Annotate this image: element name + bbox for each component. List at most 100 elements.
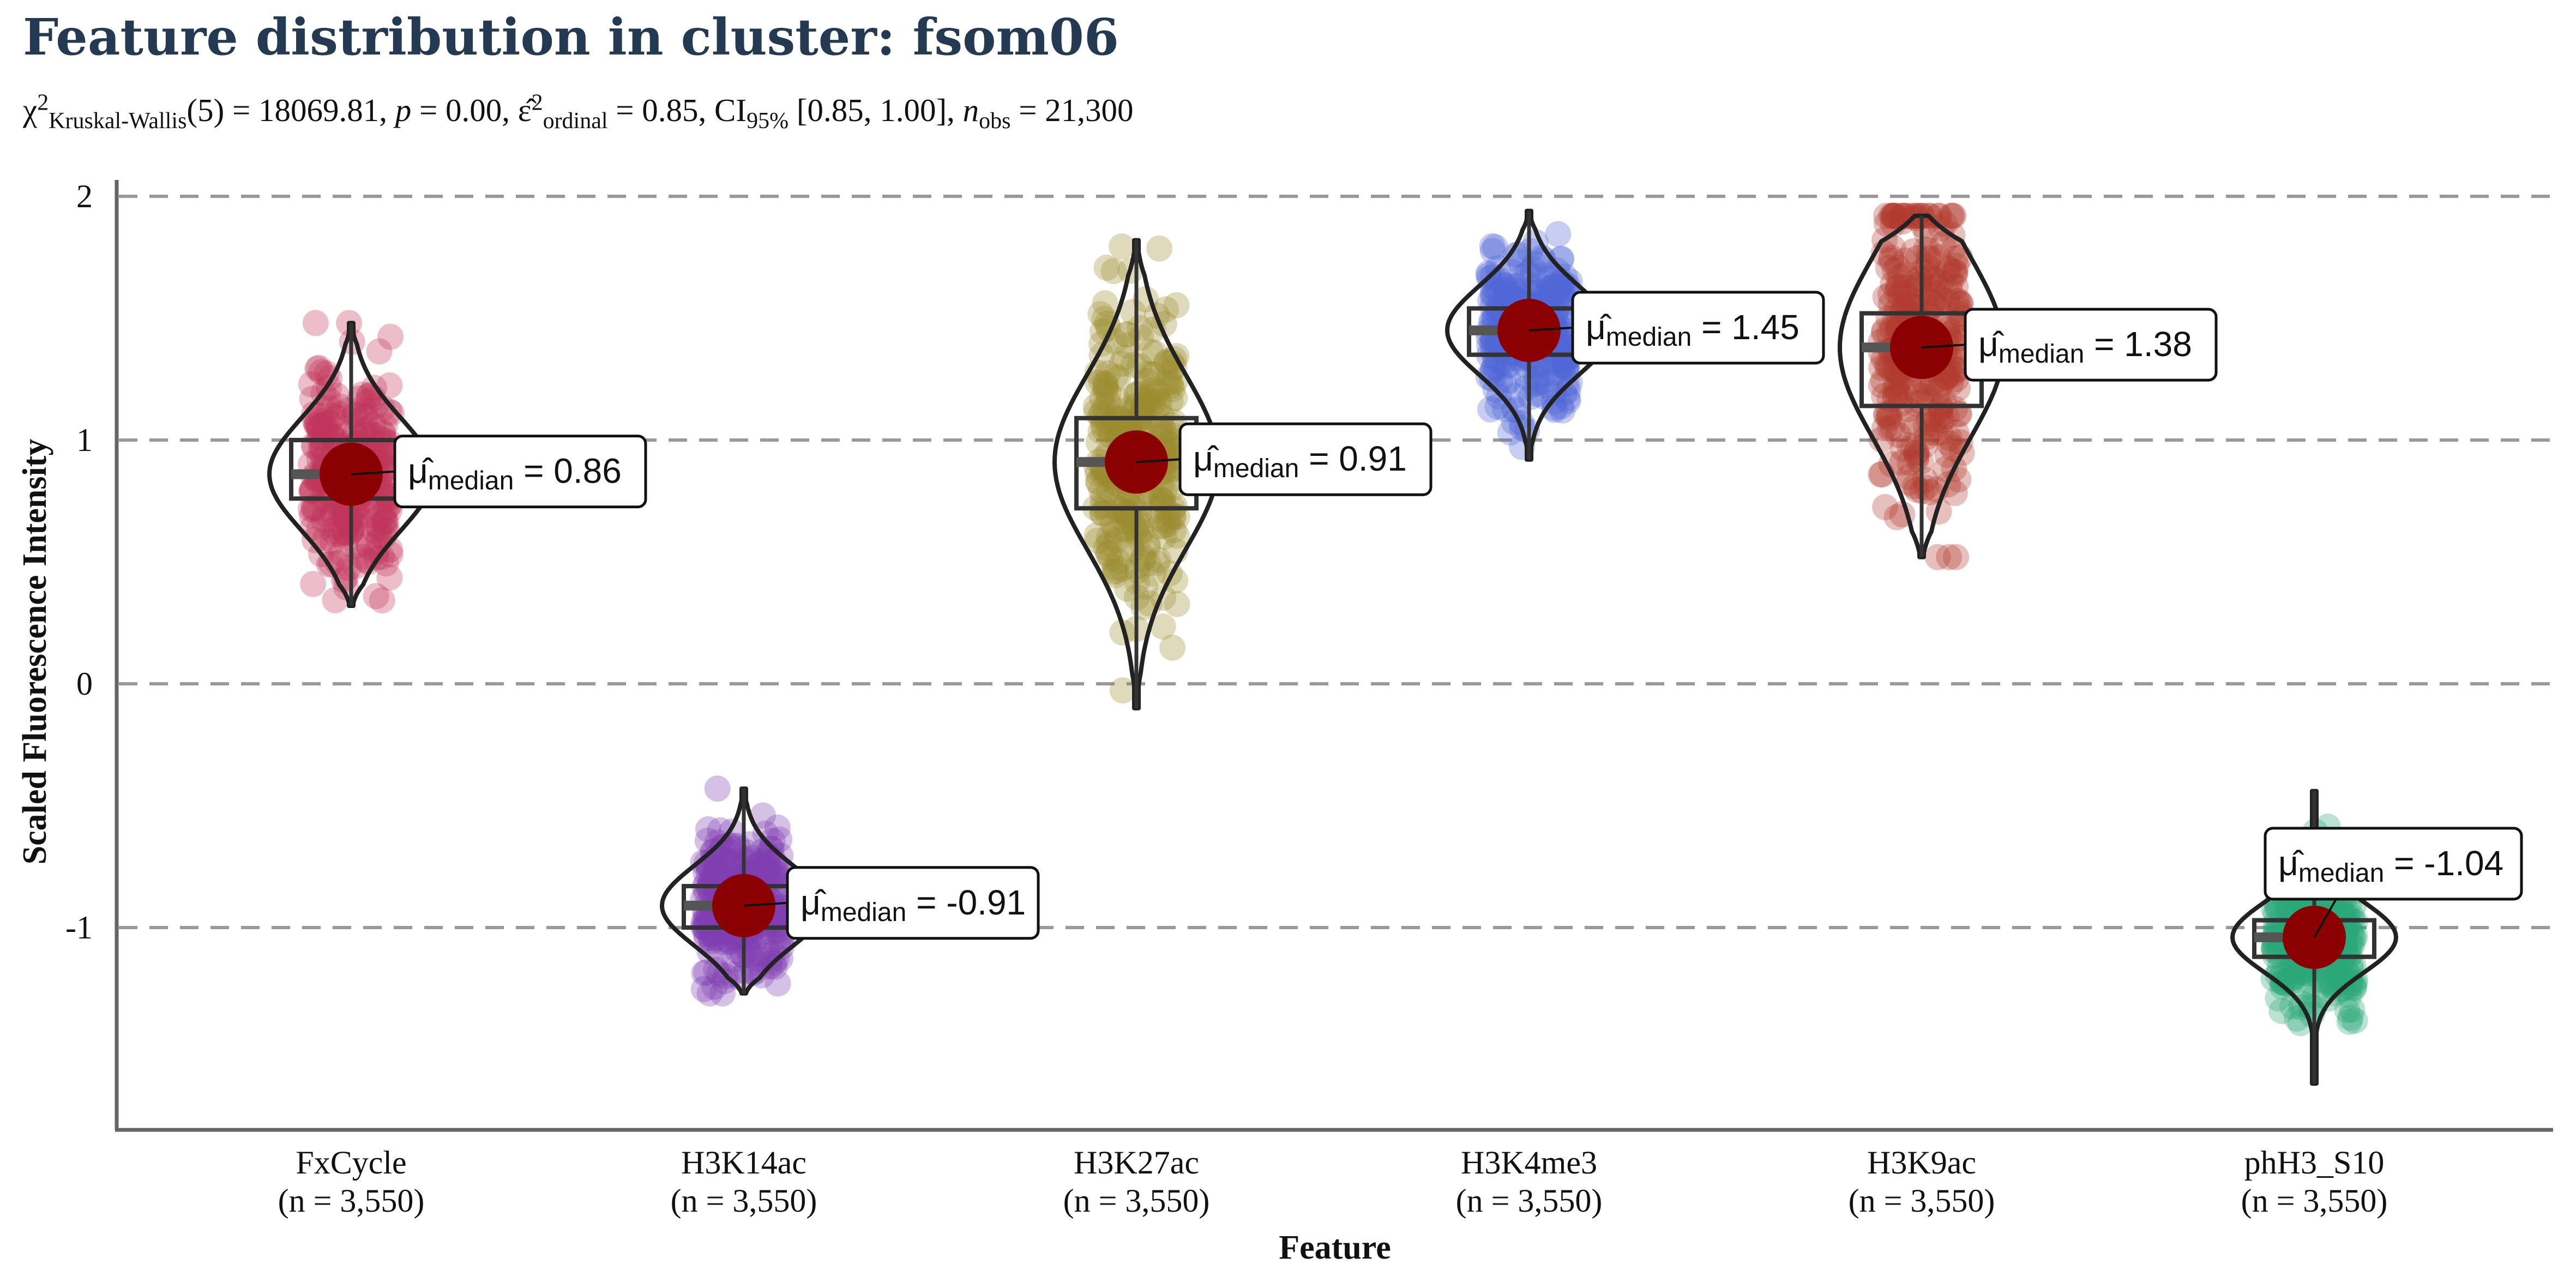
data-point — [376, 398, 402, 425]
data-point — [1881, 202, 1907, 229]
data-point — [1495, 352, 1522, 379]
data-point — [306, 515, 333, 542]
data-point — [1144, 497, 1171, 524]
data-point — [328, 540, 354, 567]
data-point — [765, 861, 791, 888]
data-point — [1479, 365, 1506, 392]
data-point — [1161, 353, 1188, 380]
data-point — [2339, 904, 2366, 931]
data-point — [1096, 524, 1122, 551]
data-point — [1105, 365, 1131, 392]
data-point — [1940, 202, 1967, 229]
data-point — [320, 499, 347, 526]
data-point — [1549, 397, 1576, 424]
data-point — [2325, 960, 2351, 987]
data-point — [1093, 492, 1120, 519]
data-point — [351, 509, 378, 536]
data-point — [733, 958, 760, 985]
data-point — [757, 947, 784, 973]
data-point — [718, 961, 744, 988]
data-point — [1476, 333, 1503, 359]
series: μ̂median = 0.86 μ̂median = -0.91 μ̂median … — [267, 202, 2523, 1086]
chart-subtitle: χ2Kruskal-Wallis(5) = 18069.81, p = 0.00… — [23, 91, 1134, 132]
data-point — [1121, 511, 1147, 538]
data-point — [1082, 393, 1109, 420]
data-point — [1153, 296, 1179, 323]
median-label: μ̂median = 1.38 — [1921, 308, 2218, 382]
data-point — [749, 854, 776, 881]
data-point — [2296, 973, 2322, 1000]
data-point — [1085, 469, 1112, 496]
data-point — [1868, 372, 1894, 399]
x-ticks: FxCycle(n = 3,550)H3K14ac(n = 3,550)H3K2… — [278, 1145, 2388, 1219]
data-point — [324, 382, 350, 409]
data-point — [1092, 395, 1118, 422]
data-point — [1102, 363, 1129, 390]
data-point — [1139, 392, 1165, 418]
data-point — [1110, 408, 1136, 435]
median-value: = -0.91 — [906, 883, 1026, 922]
median-label-box — [1571, 291, 1825, 365]
data-point — [306, 414, 333, 441]
data-point — [2337, 952, 2364, 979]
data-point — [1102, 562, 1129, 588]
data-point — [298, 371, 324, 398]
data-point — [1936, 256, 1963, 282]
data-point — [1158, 372, 1184, 399]
p-label: p — [395, 92, 412, 128]
data-point — [702, 925, 729, 952]
data-point — [1551, 351, 1578, 377]
data-point — [1534, 278, 1561, 305]
data-point — [2339, 922, 2366, 949]
data-point — [709, 980, 736, 1007]
data-point — [1895, 464, 1922, 490]
data-point — [750, 857, 777, 883]
y-tick-label: 0 — [76, 666, 93, 702]
data-point — [1092, 374, 1119, 401]
data-point — [1936, 277, 1963, 304]
data-point — [1126, 526, 1152, 552]
data-point — [1874, 210, 1900, 237]
chart-title: Feature distribution in cluster: fsom06 — [23, 8, 1119, 67]
data-point — [1873, 402, 1899, 429]
data-point — [2265, 962, 2291, 989]
data-point — [1091, 370, 1118, 397]
data-point — [1937, 269, 1964, 296]
data-point — [727, 851, 754, 877]
data-point — [1895, 396, 1922, 423]
data-point — [1925, 244, 1952, 270]
data-point — [1088, 385, 1115, 412]
data-point — [1479, 358, 1506, 384]
data-point — [1888, 383, 1914, 410]
data-point — [1113, 516, 1140, 543]
data-point — [372, 517, 399, 544]
data-point — [305, 413, 332, 440]
data-point — [1922, 420, 1949, 447]
median-label-box — [1964, 308, 2218, 382]
data-point — [1500, 273, 1526, 300]
data-point — [1088, 368, 1115, 395]
median-label-leader — [1528, 326, 1573, 332]
data-point — [690, 849, 717, 876]
data-point — [322, 587, 348, 613]
data-point — [371, 508, 398, 534]
data-point — [1151, 523, 1177, 550]
data-point — [764, 862, 791, 889]
data-point — [2261, 896, 2288, 923]
data-point — [1139, 361, 1166, 388]
data-point — [1479, 263, 1506, 290]
data-point — [1140, 389, 1166, 416]
median-subscript: median — [1606, 323, 1692, 352]
gridlines — [119, 195, 2553, 929]
data-point — [1095, 417, 1122, 443]
data-point — [1094, 310, 1121, 337]
df-text: (5) = 18069.81, — [186, 92, 395, 128]
data-point — [1945, 375, 1971, 402]
data-point — [1549, 345, 1576, 371]
data-point — [1934, 288, 1961, 315]
data-point — [1479, 280, 1506, 307]
data-point — [1909, 389, 1935, 416]
data-point — [699, 928, 725, 954]
data-point — [1126, 353, 1153, 380]
data-point — [1135, 550, 1161, 576]
